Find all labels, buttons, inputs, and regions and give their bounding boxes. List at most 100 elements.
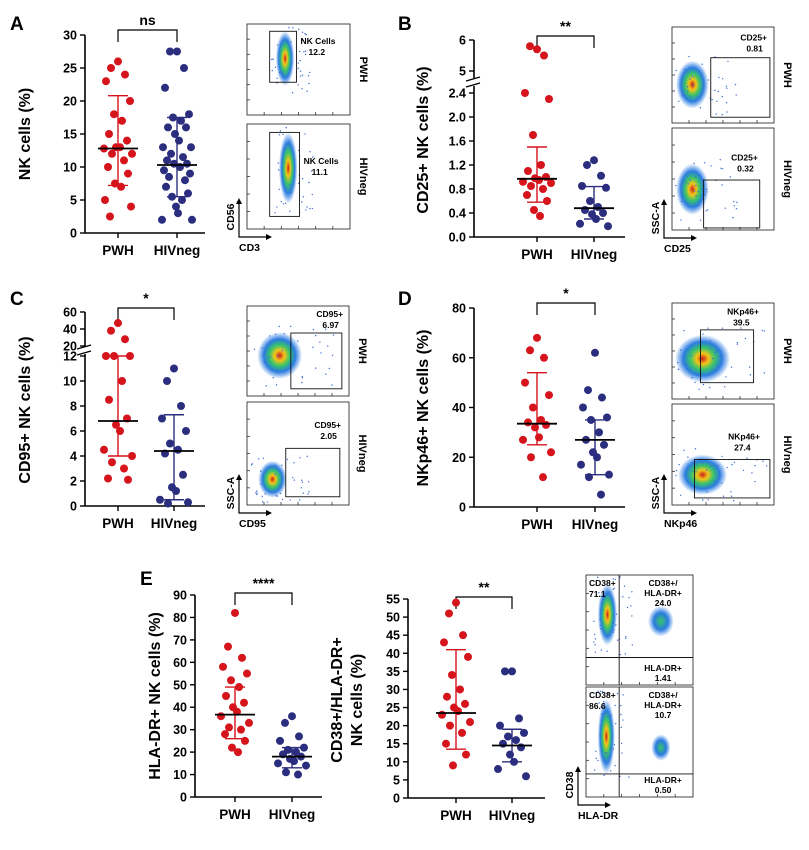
data-point [165, 172, 173, 181]
flow-event [746, 457, 748, 459]
y-axis-label: CD25+ NK cells (%) [415, 66, 432, 213]
flow-axis-arrow [238, 477, 269, 514]
data-point [227, 676, 235, 685]
flow-event [600, 706, 602, 708]
data-point [116, 427, 124, 435]
gate-label: CD95+ [316, 309, 343, 319]
y-tick-label: 20 [452, 451, 466, 465]
quadrant-q1-value: 86.6 [589, 701, 606, 711]
flow-event [324, 328, 327, 330]
flow-event [625, 636, 627, 638]
arrow-head-icon [661, 199, 667, 205]
flow-event [714, 89, 716, 92]
flow-event [593, 633, 596, 636]
flow-event [612, 578, 614, 580]
flow-event [331, 354, 334, 356]
flow-event [602, 703, 605, 705]
flow-event [260, 483, 262, 485]
data-point [456, 685, 464, 694]
data-point [110, 110, 118, 119]
flow-density-population [676, 60, 709, 109]
flow-event [695, 471, 697, 473]
flow-event [282, 72, 284, 75]
flow-event [251, 463, 254, 465]
flow-event [261, 347, 264, 349]
quadrant-q4-value: 1.41 [655, 673, 672, 683]
flow-event [593, 641, 595, 643]
data-point [446, 721, 454, 730]
flow-x-axis-label: CD25 [664, 243, 691, 255]
flow-event [609, 770, 612, 772]
data-point [592, 215, 600, 223]
data-point [545, 391, 553, 400]
flow-event [616, 692, 619, 695]
flow-event [306, 206, 308, 208]
data-point [598, 393, 606, 402]
flow-event [290, 48, 292, 51]
flow-event [751, 472, 753, 474]
flow-event [293, 462, 295, 464]
flow-event [595, 757, 598, 760]
flow-event [689, 78, 691, 80]
flow-event [289, 184, 291, 186]
chart-d-nkp46-nk-cells: 0 20 40 60 80 PWH HIVneg NKp46+ NK cells (%) * [415, 285, 625, 532]
data-point [584, 386, 592, 395]
flow-event [604, 752, 607, 754]
flow-density-population [648, 605, 674, 637]
flow-event [698, 388, 700, 391]
data-point [443, 692, 451, 701]
data-point [118, 116, 126, 125]
data-point [595, 428, 603, 437]
flow-group-label: HIVneg [357, 158, 369, 196]
flow-event [691, 470, 693, 472]
flow-event [262, 501, 264, 503]
x-category-label: HIVneg [489, 808, 536, 823]
y-tick-label: 50 [173, 678, 187, 692]
flow-event [702, 499, 704, 501]
flow-event [603, 774, 605, 776]
flow-event [256, 493, 258, 496]
data-point [172, 202, 180, 211]
flow-event [726, 111, 728, 113]
series-hivneg [157, 47, 197, 224]
flow-event [744, 337, 747, 340]
data-point [175, 136, 183, 145]
data-point [517, 743, 525, 752]
data-point [187, 143, 195, 152]
flow-event [721, 113, 724, 116]
data-point [521, 378, 529, 387]
data-point [579, 403, 587, 412]
flow-event [283, 161, 286, 164]
y-axis-label: NKp46+ NK cells (%) [415, 330, 432, 487]
y-tick-label: 10 [63, 375, 77, 389]
significance-label: ** [479, 579, 490, 595]
data-point [171, 130, 179, 138]
flow-event [281, 498, 284, 501]
gate-label: CD25+ [740, 32, 767, 42]
flow-event [762, 460, 764, 462]
flow-event [717, 90, 720, 93]
flow-event [600, 713, 603, 715]
data-point [224, 642, 232, 651]
flow-event [721, 482, 723, 484]
data-point [452, 598, 460, 607]
axis-break-gap [466, 78, 480, 86]
flow-density-population [676, 163, 709, 215]
data-point [121, 335, 129, 344]
flow-event [297, 182, 300, 184]
data-point [106, 212, 114, 221]
flow-event [596, 576, 599, 579]
arrow-head-icon [266, 234, 272, 240]
series-pwh [215, 608, 255, 757]
flow-event [308, 71, 311, 74]
flow-event [299, 75, 302, 77]
flow-event [681, 95, 683, 97]
flow-event [256, 490, 258, 492]
significance-bracket [536, 302, 596, 315]
flow-event [307, 481, 310, 483]
data-point [537, 161, 545, 169]
data-point [225, 723, 233, 732]
